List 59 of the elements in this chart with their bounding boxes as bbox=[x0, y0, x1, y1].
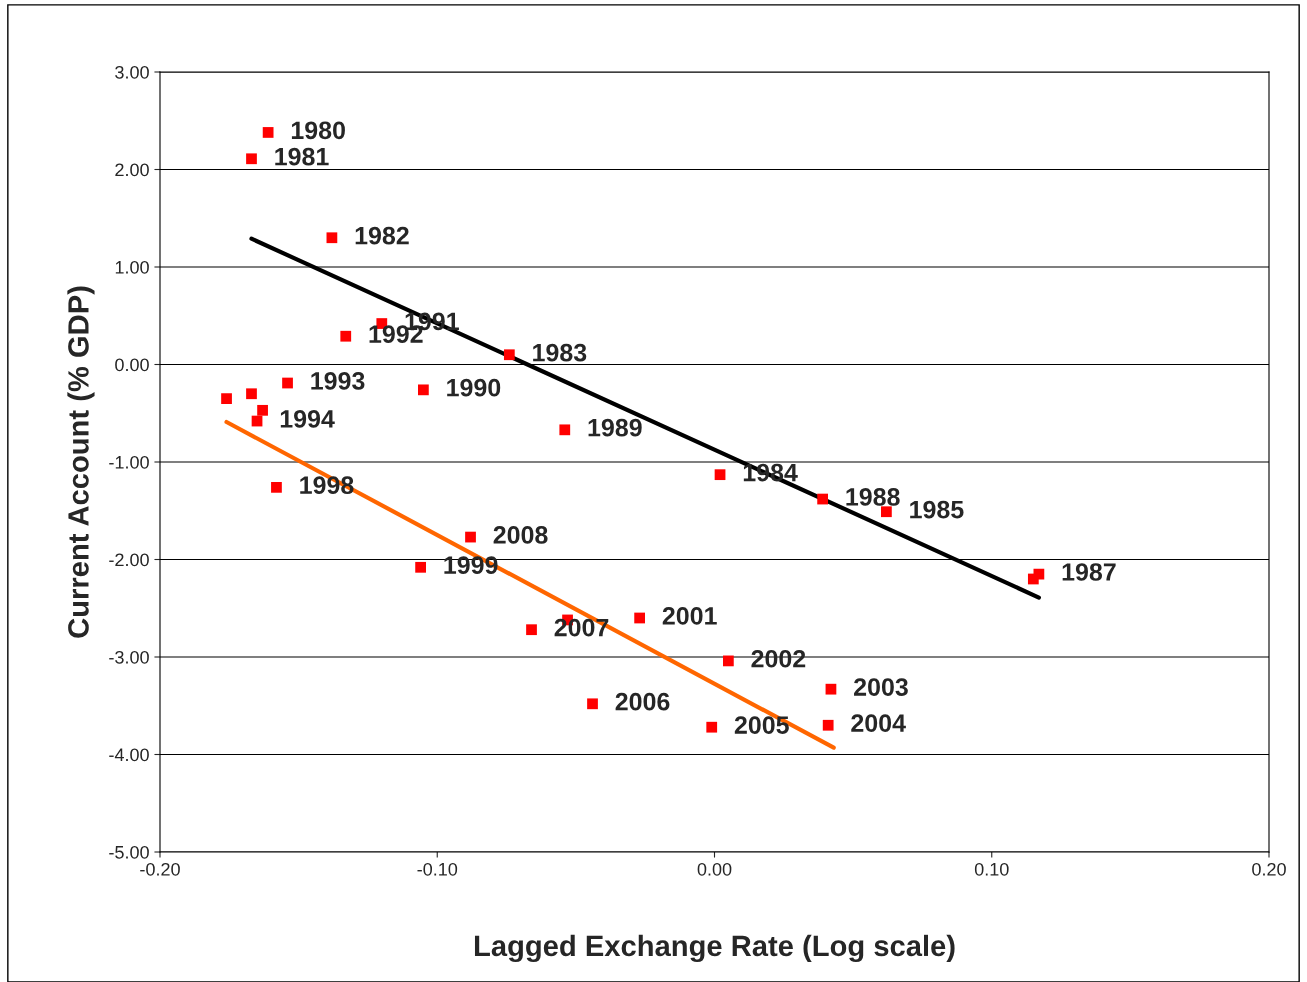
y-tick-label: 1.00 bbox=[115, 260, 149, 274]
y-tick-label: -4.00 bbox=[109, 748, 149, 762]
y-tick-label: -3.00 bbox=[109, 650, 149, 664]
point bbox=[559, 424, 571, 436]
annotation: 1985 bbox=[910, 500, 964, 519]
point bbox=[526, 624, 537, 636]
point bbox=[825, 683, 837, 695]
annotation: 1993 bbox=[311, 372, 365, 390]
point bbox=[722, 655, 734, 667]
x-axis-title: Lagged Exchange Rate (Log scale) bbox=[474, 934, 955, 963]
x-tick-label: -0.20 bbox=[140, 862, 180, 876]
point bbox=[246, 153, 257, 165]
point bbox=[257, 404, 268, 416]
annotation: 1987 bbox=[1062, 563, 1116, 581]
x-tick-label: -0.10 bbox=[417, 862, 458, 876]
annotation: 2006 bbox=[615, 692, 670, 711]
annotation: 1981 bbox=[275, 147, 329, 166]
point bbox=[340, 330, 352, 342]
annotation: 2004 bbox=[851, 714, 906, 732]
point bbox=[1027, 573, 1039, 585]
point bbox=[706, 721, 718, 733]
annotation: 1988 bbox=[846, 488, 900, 506]
annotation: 1989 bbox=[588, 418, 642, 437]
point bbox=[714, 469, 726, 481]
x-tick-label: 0.00 bbox=[697, 862, 732, 876]
annotation: 2007 bbox=[554, 618, 609, 637]
point bbox=[503, 349, 515, 361]
annotation: 2001 bbox=[662, 607, 717, 625]
annotation: 2005 bbox=[734, 716, 789, 734]
point bbox=[881, 506, 892, 518]
x-tick-label: 0.10 bbox=[974, 862, 1009, 876]
annotation: 1994 bbox=[280, 410, 335, 428]
point bbox=[282, 377, 293, 389]
x-tick-label: 0.20 bbox=[1252, 862, 1286, 876]
y-tick-label: 3.00 bbox=[115, 65, 149, 79]
point bbox=[246, 388, 257, 400]
annotation: 1983 bbox=[533, 343, 587, 362]
point bbox=[415, 561, 426, 573]
annotation: 2008 bbox=[493, 526, 548, 544]
annotation: 1982 bbox=[355, 226, 409, 245]
point bbox=[221, 393, 232, 404]
point bbox=[587, 698, 598, 710]
point bbox=[817, 493, 829, 505]
point bbox=[822, 719, 834, 731]
y-tick-label: -5.00 bbox=[109, 845, 149, 859]
point bbox=[262, 127, 274, 138]
annotation: 2003 bbox=[854, 678, 908, 696]
point bbox=[418, 384, 429, 396]
point bbox=[326, 232, 338, 244]
y-tick-label: 2.00 bbox=[115, 163, 149, 177]
point bbox=[271, 481, 282, 493]
y-tick-label: 0.00 bbox=[115, 358, 149, 372]
y-tick-label: -2.00 bbox=[109, 553, 149, 567]
point bbox=[634, 612, 646, 624]
y-axis-title: Current Account (% GDP) bbox=[67, 286, 95, 638]
annotation: 1990 bbox=[447, 378, 501, 397]
point bbox=[465, 531, 476, 543]
y-tick-label: -1.00 bbox=[109, 455, 149, 469]
annotation: 1980 bbox=[291, 121, 345, 140]
